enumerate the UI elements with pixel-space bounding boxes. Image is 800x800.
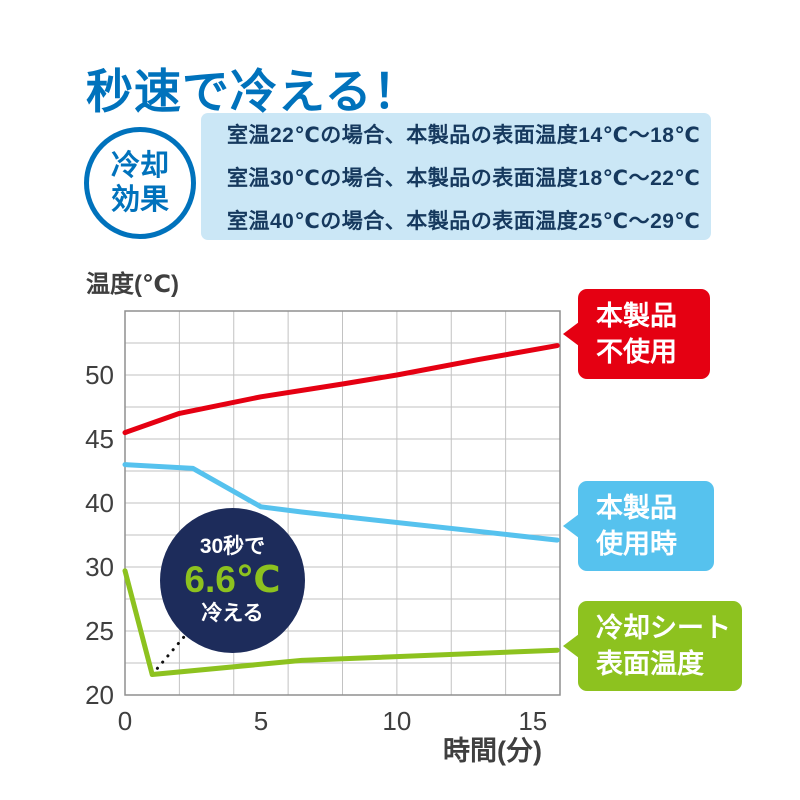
y-axis-title: 温度(℃) bbox=[86, 271, 180, 298]
svg-text:40: 40 bbox=[85, 488, 114, 518]
badge-line2: 効果 bbox=[110, 184, 169, 216]
callout-tail-left-icon bbox=[563, 322, 579, 346]
callout-line1: 本製品 bbox=[596, 492, 677, 523]
info-line-3: 室温40℃の場合、本製品の表面温度25℃～29℃ bbox=[227, 209, 701, 233]
callout-cooling-sheet-surface: 冷却シート 表面温度 bbox=[563, 601, 742, 691]
callout-tail-left-icon bbox=[563, 514, 579, 538]
callout-line1: 冷却シート bbox=[596, 612, 731, 643]
svg-text:25: 25 bbox=[85, 616, 114, 646]
svg-text:5: 5 bbox=[254, 706, 268, 736]
info-line-2: 室温30℃の場合、本製品の表面温度18℃～22℃ bbox=[227, 166, 701, 190]
annotation-value: 6.6℃ bbox=[184, 559, 281, 601]
callout-tail-left-icon bbox=[563, 634, 579, 658]
info-line-1: 室温22℃の場合、本製品の表面温度14℃～18℃ bbox=[227, 123, 701, 147]
callout-line2: 表面温度 bbox=[596, 649, 704, 679]
callout-line1: 本製品 bbox=[596, 300, 677, 331]
page-title: 秒速で冷える！ bbox=[86, 65, 421, 119]
svg-text:45: 45 bbox=[85, 424, 114, 454]
temperature-info-box: 室温22℃の場合、本製品の表面温度14℃～18℃ 室温30℃の場合、本製品の表面… bbox=[201, 113, 711, 240]
svg-text:10: 10 bbox=[382, 706, 411, 736]
callout-line2: 不使用 bbox=[596, 337, 677, 367]
callout-product-in-use: 本製品 使用時 bbox=[563, 481, 714, 571]
svg-text:20: 20 bbox=[85, 680, 114, 710]
badge-line1: 冷却 bbox=[110, 149, 169, 182]
cooling-effect-badge: 冷却 効果 bbox=[84, 127, 196, 239]
annotation-line2: 冷える bbox=[201, 601, 264, 625]
svg-text:0: 0 bbox=[118, 706, 132, 736]
temperature-line-chart: 20 25 30 40 45 50 0 5 10 15 bbox=[85, 310, 561, 736]
callout-product-not-in-use: 本製品 不使用 bbox=[563, 289, 710, 379]
svg-text:50: 50 bbox=[85, 360, 114, 390]
annotation-line1: 30秒で bbox=[199, 534, 266, 558]
svg-text:15: 15 bbox=[518, 706, 547, 736]
x-axis-title: 時間(分) bbox=[443, 736, 542, 766]
callout-line2: 使用時 bbox=[596, 529, 677, 559]
svg-text:30: 30 bbox=[85, 552, 114, 582]
cooling-annotation-circle: 30秒で 6.6℃ 冷える bbox=[160, 508, 305, 653]
